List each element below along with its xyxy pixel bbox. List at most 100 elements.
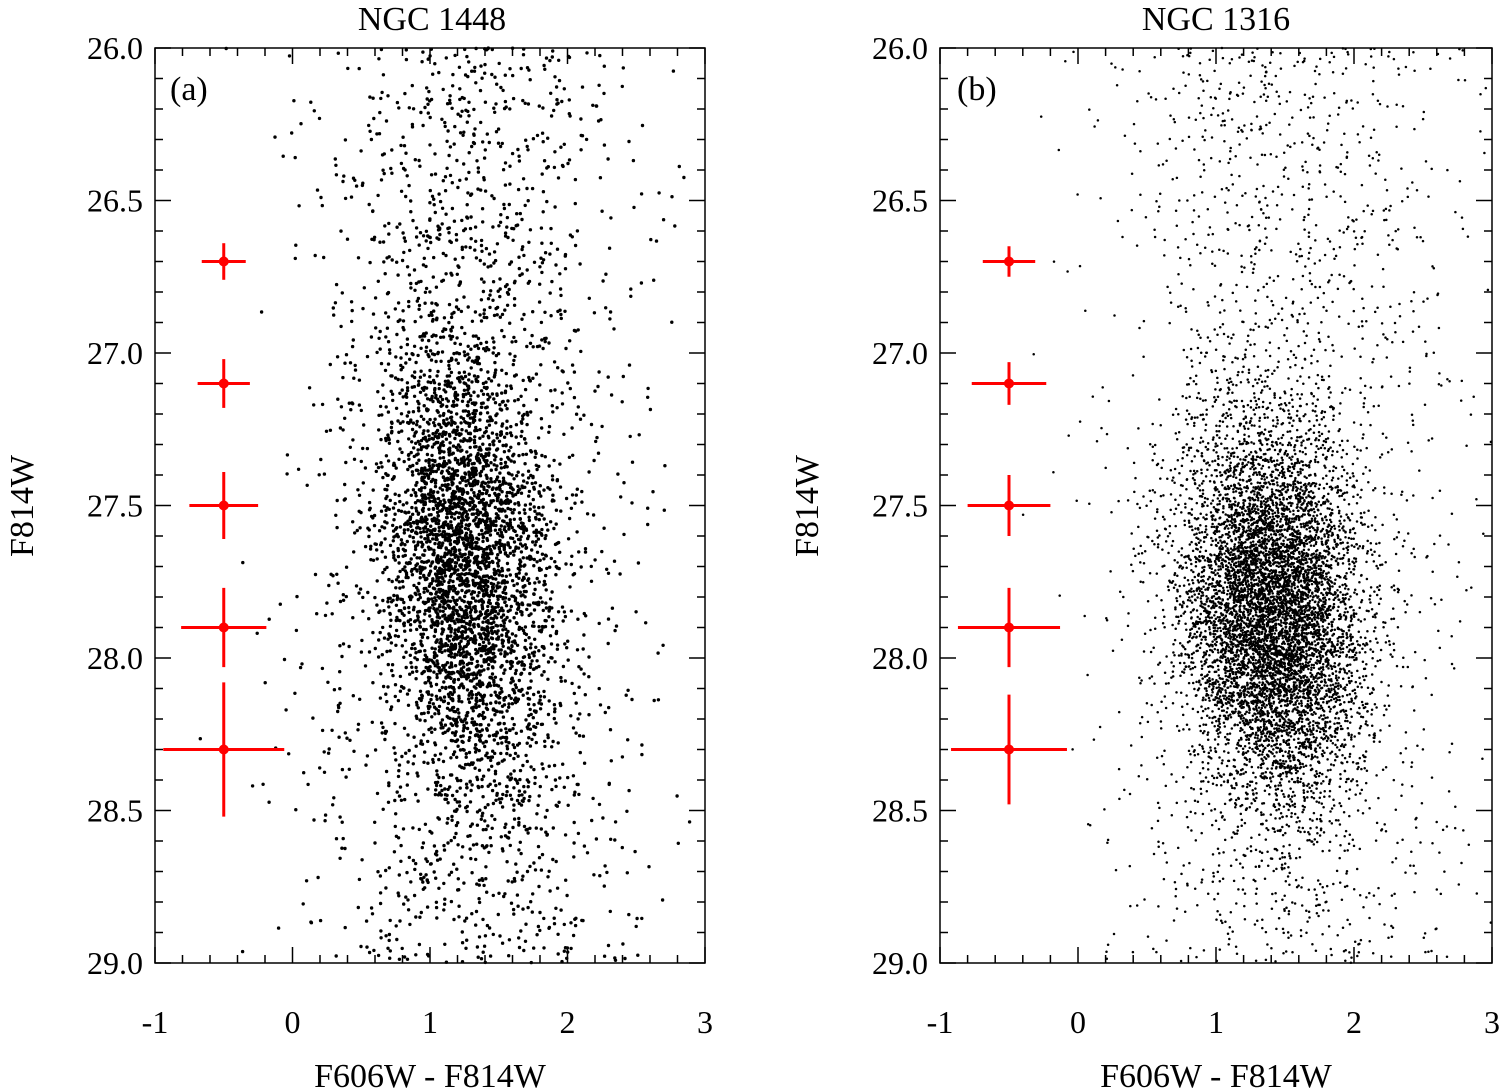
scatter-point bbox=[471, 411, 475, 416]
scatter-point bbox=[431, 603, 435, 607]
scatter-point bbox=[537, 104, 541, 108]
scatter-point bbox=[454, 510, 459, 515]
scatter-point bbox=[559, 679, 563, 683]
scatter-point bbox=[385, 649, 389, 654]
scatter-point bbox=[531, 310, 535, 314]
scatter-point bbox=[419, 712, 424, 716]
scatter-point bbox=[490, 788, 495, 793]
scatter-point bbox=[470, 144, 474, 149]
scatter-point bbox=[453, 664, 458, 668]
scatter-point bbox=[466, 410, 471, 414]
scatter-point bbox=[441, 475, 446, 480]
scatter-point bbox=[495, 631, 499, 636]
scatter-point bbox=[471, 507, 475, 511]
scatter-point bbox=[453, 472, 457, 476]
scatter-point bbox=[343, 497, 347, 501]
scatter-point bbox=[423, 886, 427, 890]
scatter-point bbox=[538, 596, 543, 600]
scatter-point bbox=[479, 389, 484, 393]
scatter-point bbox=[525, 759, 529, 764]
scatter-point bbox=[428, 201, 432, 205]
scatter-point bbox=[301, 902, 305, 906]
scatter-point bbox=[498, 800, 503, 805]
scatter-point bbox=[398, 785, 403, 789]
scatter-point bbox=[486, 397, 490, 402]
scatter-point bbox=[484, 512, 488, 516]
scatter-point bbox=[670, 195, 674, 199]
scatter-point bbox=[434, 598, 438, 603]
scatter-point bbox=[530, 186, 535, 191]
scatter-point bbox=[528, 555, 533, 559]
scatter-point bbox=[485, 475, 489, 480]
scatter-point bbox=[595, 435, 599, 440]
scatter-point bbox=[441, 605, 445, 609]
scatter-point bbox=[442, 555, 447, 559]
scatter-point bbox=[647, 865, 651, 869]
scatter-point bbox=[432, 870, 436, 874]
scatter-point bbox=[527, 722, 531, 726]
scatter-point bbox=[462, 295, 466, 299]
scatter-point bbox=[383, 737, 387, 742]
scatter-point bbox=[414, 509, 419, 513]
scatter-point bbox=[464, 946, 468, 950]
scatter-point bbox=[455, 800, 459, 804]
scatter-point bbox=[525, 741, 529, 745]
scatter-point bbox=[561, 664, 566, 669]
scatter-point bbox=[398, 391, 402, 395]
scatter-point bbox=[416, 597, 420, 602]
scatter-point bbox=[572, 855, 576, 859]
scatter-point bbox=[393, 492, 397, 496]
scatter-point bbox=[574, 701, 578, 705]
scatter-point bbox=[509, 772, 513, 776]
scatter-point bbox=[482, 485, 486, 489]
scatter-point bbox=[505, 290, 510, 295]
scatter-point bbox=[479, 188, 483, 192]
scatter-point bbox=[412, 521, 416, 525]
scatter-point bbox=[365, 446, 370, 451]
scatter-point bbox=[293, 256, 297, 261]
scatter-point bbox=[503, 308, 507, 312]
scatter-point bbox=[490, 672, 495, 676]
scatter-point bbox=[292, 99, 296, 103]
scatter-point bbox=[432, 352, 437, 357]
scatter-point bbox=[606, 641, 610, 646]
scatter-point bbox=[416, 406, 421, 410]
scatter-point bbox=[520, 484, 524, 488]
scatter-point bbox=[443, 532, 447, 537]
scatter-point bbox=[409, 210, 413, 214]
scatter-point bbox=[405, 414, 409, 418]
scatter-point bbox=[579, 349, 583, 354]
scatter-point bbox=[377, 428, 381, 432]
scatter-point bbox=[497, 61, 501, 66]
scatter-point bbox=[505, 709, 509, 713]
scatter-point bbox=[492, 779, 497, 783]
scatter-point bbox=[489, 379, 494, 383]
scatter-point bbox=[422, 619, 426, 623]
scatter-point bbox=[494, 709, 499, 714]
scatter-point bbox=[495, 242, 500, 246]
scatter-point bbox=[441, 525, 446, 530]
scatter-point bbox=[370, 912, 375, 916]
scatter-point bbox=[519, 671, 524, 675]
scatter-point bbox=[510, 632, 515, 636]
scatter-point bbox=[548, 58, 552, 63]
scatter-point bbox=[373, 646, 377, 651]
scatter-point bbox=[499, 524, 503, 528]
scatter-point bbox=[565, 646, 569, 650]
scatter-point bbox=[377, 336, 381, 340]
scatter-point bbox=[519, 394, 523, 398]
scatter-point bbox=[563, 252, 568, 257]
scatter-point bbox=[441, 530, 445, 534]
scatter-point bbox=[455, 403, 459, 407]
scatter-point bbox=[541, 608, 545, 613]
scatter-point bbox=[509, 776, 514, 780]
scatter-point bbox=[405, 783, 409, 787]
scatter-point bbox=[441, 775, 445, 780]
scatter-point bbox=[418, 520, 423, 524]
scatter-point bbox=[474, 857, 478, 862]
scatter-point bbox=[511, 825, 515, 830]
scatter-point bbox=[452, 917, 456, 922]
scatter-point bbox=[420, 696, 424, 700]
scatter-point bbox=[456, 528, 460, 532]
scatter-point bbox=[500, 690, 504, 694]
